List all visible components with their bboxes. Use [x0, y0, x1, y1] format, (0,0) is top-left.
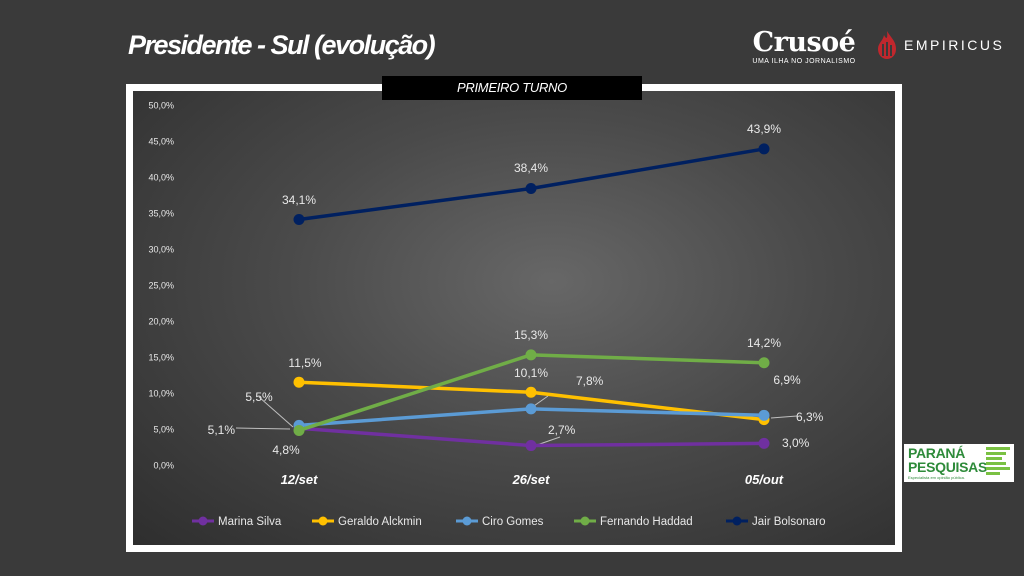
- chart-area: [133, 91, 895, 545]
- data-label: 10,1%: [514, 366, 548, 380]
- x-tick-label: 26/set: [512, 472, 551, 487]
- y-tick-label: 45,0%: [148, 137, 174, 147]
- y-tick-label: 15,0%: [148, 353, 174, 363]
- empiricus-flame-icon: [878, 31, 896, 59]
- label-leader-line: [770, 415, 798, 419]
- x-tick-label: 05/out: [745, 472, 784, 487]
- data-point: [758, 357, 770, 369]
- y-tick-label: 10,0%: [148, 389, 174, 399]
- data-label: 6,3%: [796, 410, 824, 424]
- data-point: [758, 409, 770, 421]
- legend-swatch-marker: [198, 516, 208, 526]
- x-tick-label: 12/set: [281, 472, 319, 487]
- data-label: 5,5%: [245, 390, 273, 404]
- legend-label: Marina Silva: [218, 516, 282, 528]
- empiricus-logo-text: EMPIRICUS: [904, 37, 1005, 53]
- data-point: [525, 349, 537, 361]
- y-tick-label: 0,0%: [153, 461, 174, 471]
- data-point: [758, 437, 770, 449]
- crusoe-logo: Crusoé UMA ILHA NO JORNALISMO: [748, 28, 860, 72]
- page-title: Presidente - Sul (evolução): [128, 30, 436, 60]
- crusoe-logo-text: Crusoé: [752, 27, 856, 58]
- data-label: 4,8%: [272, 443, 300, 457]
- data-point: [525, 183, 537, 195]
- y-tick-label: 40,0%: [148, 173, 174, 183]
- y-tick-label: 50,0%: [148, 101, 174, 111]
- parana-logo-line2: PESQUISAS: [908, 459, 987, 475]
- y-tick-label: 30,0%: [148, 245, 174, 255]
- data-label: 7,8%: [576, 374, 604, 388]
- data-label: 38,4%: [514, 161, 548, 175]
- data-label: 2,7%: [548, 423, 576, 437]
- data-point: [525, 386, 537, 398]
- parana-bars-icon: [986, 447, 1010, 477]
- parana-logo-line1: PARANÁ: [908, 445, 966, 461]
- data-label: 15,3%: [514, 328, 548, 342]
- legend-swatch-marker: [732, 516, 742, 526]
- data-point: [293, 424, 305, 436]
- data-label: 11,5%: [288, 356, 321, 370]
- data-point: [758, 143, 770, 155]
- legend-label: Geraldo Alckmin: [338, 516, 422, 528]
- legend-swatch-marker: [462, 516, 472, 526]
- legend-swatch-marker: [318, 516, 328, 526]
- data-label: 34,1%: [282, 193, 316, 207]
- y-tick-label: 25,0%: [148, 281, 174, 291]
- y-tick-label: 20,0%: [148, 317, 174, 327]
- data-label: 14,2%: [747, 336, 781, 350]
- legend-label: Jair Bolsonaro: [752, 516, 826, 528]
- data-point: [525, 440, 537, 452]
- empiricus-logo: EMPIRICUS: [876, 31, 1005, 59]
- data-label: 43,9%: [747, 122, 781, 136]
- turn-banner: PRIMEIRO TURNO: [382, 76, 642, 100]
- legend-swatch-marker: [580, 516, 590, 526]
- parana-pesquisas-logo: PARANÁ PESQUISAS Especialista em opinião…: [904, 444, 1014, 482]
- y-tick-label: 5,0%: [153, 425, 174, 435]
- data-label: 5,1%: [208, 423, 236, 437]
- legend-label: Fernando Haddad: [600, 516, 693, 528]
- data-point: [525, 403, 537, 415]
- y-tick-label: 35,0%: [148, 209, 174, 219]
- label-leader-line: [235, 427, 291, 430]
- data-point: [293, 376, 305, 388]
- legend-label: Ciro Gomes: [482, 516, 544, 528]
- label-leader-line: [258, 396, 294, 428]
- data-label: 3,0%: [782, 436, 810, 450]
- data-label: 6,9%: [773, 373, 801, 387]
- data-point: [293, 213, 305, 225]
- crusoe-tagline: UMA ILHA NO JORNALISMO: [752, 58, 856, 65]
- parana-logo-tagline: Especialista em opinião pública.: [908, 475, 965, 480]
